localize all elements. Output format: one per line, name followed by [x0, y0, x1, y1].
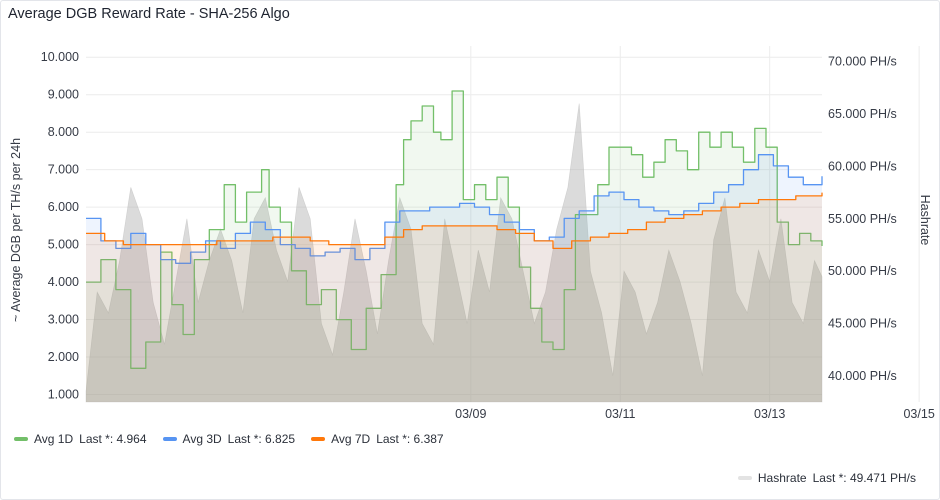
grid-lines: [86, 46, 920, 402]
legend-swatch-hashrate: [737, 476, 752, 480]
series-hashrate-area: [85, 103, 823, 403]
left-tick-label: 8.000: [48, 125, 79, 139]
panel-title: Average DGB Reward Rate - SHA-256 Algo: [8, 6, 290, 22]
right-tick-label: 55.000 PH/s: [828, 212, 897, 226]
right-tick-label: 45.000 PH/s: [828, 316, 897, 330]
series-avg-1d-line: [86, 90, 823, 369]
x-tick-label: 03/13: [754, 407, 785, 421]
x-tick-label: 03/09: [455, 407, 486, 421]
legend-item-avg-7d[interactable]: Avg 7D Last *: 6.387: [311, 432, 444, 446]
left-tick-label: 5.000: [48, 238, 79, 252]
legend-label-avg-3d: Avg 3D: [182, 432, 222, 446]
hashrate-layer: [85, 103, 823, 403]
legend-item-hashrate[interactable]: Hashrate Last *: 49.471 PH/s: [737, 471, 916, 485]
legend-stat-hashrate: Last *: 49.471 PH/s: [812, 471, 916, 485]
left-tick-label: 10.000: [41, 50, 79, 64]
left-tick-label: 2.000: [48, 350, 79, 364]
legend-swatch-avg-3d: [162, 437, 177, 441]
series-avg-7d-line: [86, 192, 823, 250]
x-tick-label: 03/15: [903, 407, 934, 421]
series-avg-7d-fill: [86, 192, 822, 402]
legend-label-avg-7d: Avg 7D: [331, 432, 371, 446]
left-tick-label: 6.000: [48, 200, 79, 214]
left-tick-label: 4.000: [48, 275, 79, 289]
left-axis-ticks: 1.000 2.000 3.000 4.000 5.000 6.000 7.000 8.000…: [41, 50, 79, 401]
left-axis-title: ~ Average DGB per TH/s per 24h: [9, 138, 23, 322]
left-tick-label: 7.000: [48, 163, 79, 177]
legend-stat-avg-7d: Last *: 6.387: [376, 432, 444, 446]
right-tick-label: 70.000 PH/s: [828, 55, 897, 69]
left-tick-label: 3.000: [48, 313, 79, 327]
left-tick-label: 9.000: [48, 88, 79, 102]
x-tick-label: 03/11: [605, 407, 635, 421]
legend-item-avg-3d[interactable]: Avg 3D Last *: 6.825: [162, 432, 296, 446]
legend-label-avg-1d: Avg 1D: [34, 432, 74, 446]
right-axis-ticks: 40.000 PH/s 45.000 PH/s 50.000 PH/s 55.000 …: [828, 55, 897, 383]
legend-swatch-avg-7d: [311, 437, 326, 441]
series-avg-1d-fill: [86, 91, 822, 402]
left-tick-label: 1.000: [48, 388, 79, 402]
legend-label-hashrate: Hashrate: [757, 471, 807, 485]
reward-lines-layer: [86, 90, 823, 402]
right-tick-label: 65.000 PH/s: [828, 107, 897, 121]
legend: Avg 1D Last *: 4.964 Avg 3D Last *: 6.82…: [14, 432, 444, 446]
series-avg-3d-fill: [86, 154, 822, 402]
right-tick-label: 40.000 PH/s: [828, 369, 897, 383]
right-axis-title: Hashrate: [918, 195, 932, 246]
legend-item-avg-1d[interactable]: Avg 1D Last *: 4.964: [14, 432, 147, 446]
right-tick-label: 50.000 PH/s: [828, 264, 897, 278]
legend-swatch-avg-1d: [14, 437, 28, 441]
right-tick-label: 60.000 PH/s: [828, 159, 897, 173]
legend-stat-avg-3d: Last *: 6.825: [227, 432, 296, 446]
series-avg-3d-line: [86, 154, 823, 264]
legend-stat-avg-1d: Last *: 4.964: [79, 432, 147, 446]
